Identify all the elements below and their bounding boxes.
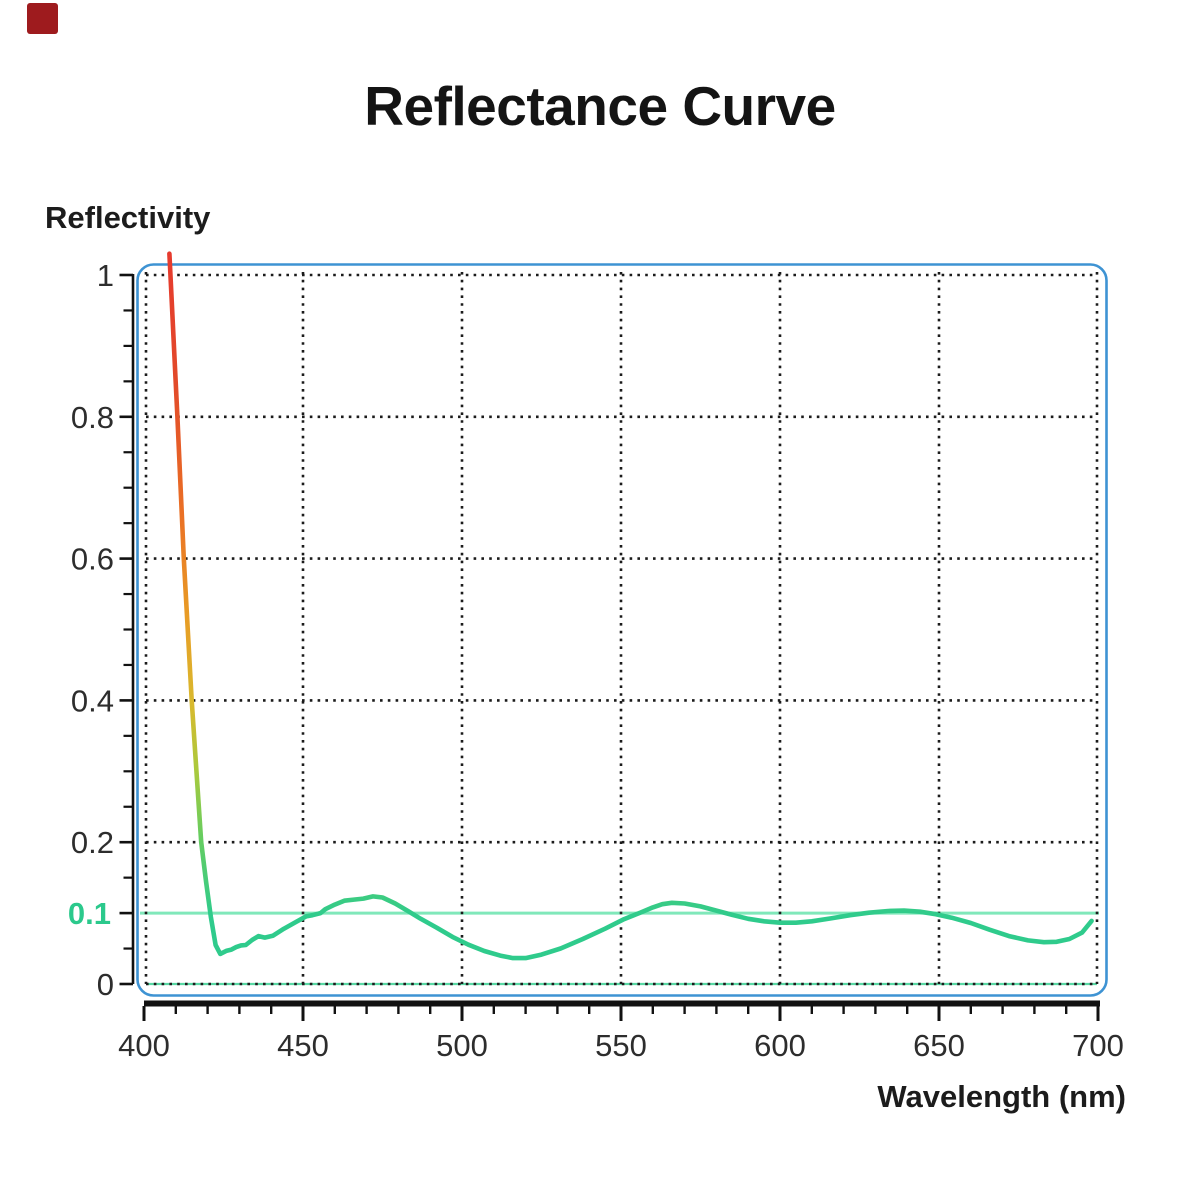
brand-mark — [27, 3, 58, 34]
svg-text:550: 550 — [595, 1028, 647, 1063]
plot-frame — [136, 263, 1108, 997]
y-axis-title: Reflectivity — [45, 200, 211, 235]
x-tick-labels: 400 450 500 550 600 650 700 — [118, 1028, 1124, 1063]
svg-text:0: 0 — [97, 967, 114, 1002]
svg-text:500: 500 — [436, 1028, 488, 1063]
y-highlight-label: 0.1 — [68, 896, 111, 931]
chart-title: Reflectance Curve — [364, 75, 836, 137]
svg-text:450: 450 — [277, 1028, 329, 1063]
svg-text:400: 400 — [118, 1028, 170, 1063]
svg-text:0.8: 0.8 — [71, 400, 114, 435]
grid-lines — [144, 272, 1099, 986]
svg-text:0.4: 0.4 — [71, 683, 114, 718]
svg-text:650: 650 — [913, 1028, 965, 1063]
svg-text:0.2: 0.2 — [71, 825, 114, 860]
reflectance-curve — [167, 251, 1094, 961]
x-axis-title: Wavelength (nm) — [877, 1079, 1126, 1114]
svg-text:1: 1 — [97, 258, 114, 293]
svg-text:0.6: 0.6 — [71, 542, 114, 577]
y-axis — [119, 273, 135, 986]
svg-text:700: 700 — [1072, 1028, 1124, 1063]
svg-text:600: 600 — [754, 1028, 806, 1063]
x-axis — [142, 1000, 1100, 1021]
y-tick-labels: 1 0.8 0.6 0.4 0.2 0 0.1 — [68, 258, 114, 1002]
